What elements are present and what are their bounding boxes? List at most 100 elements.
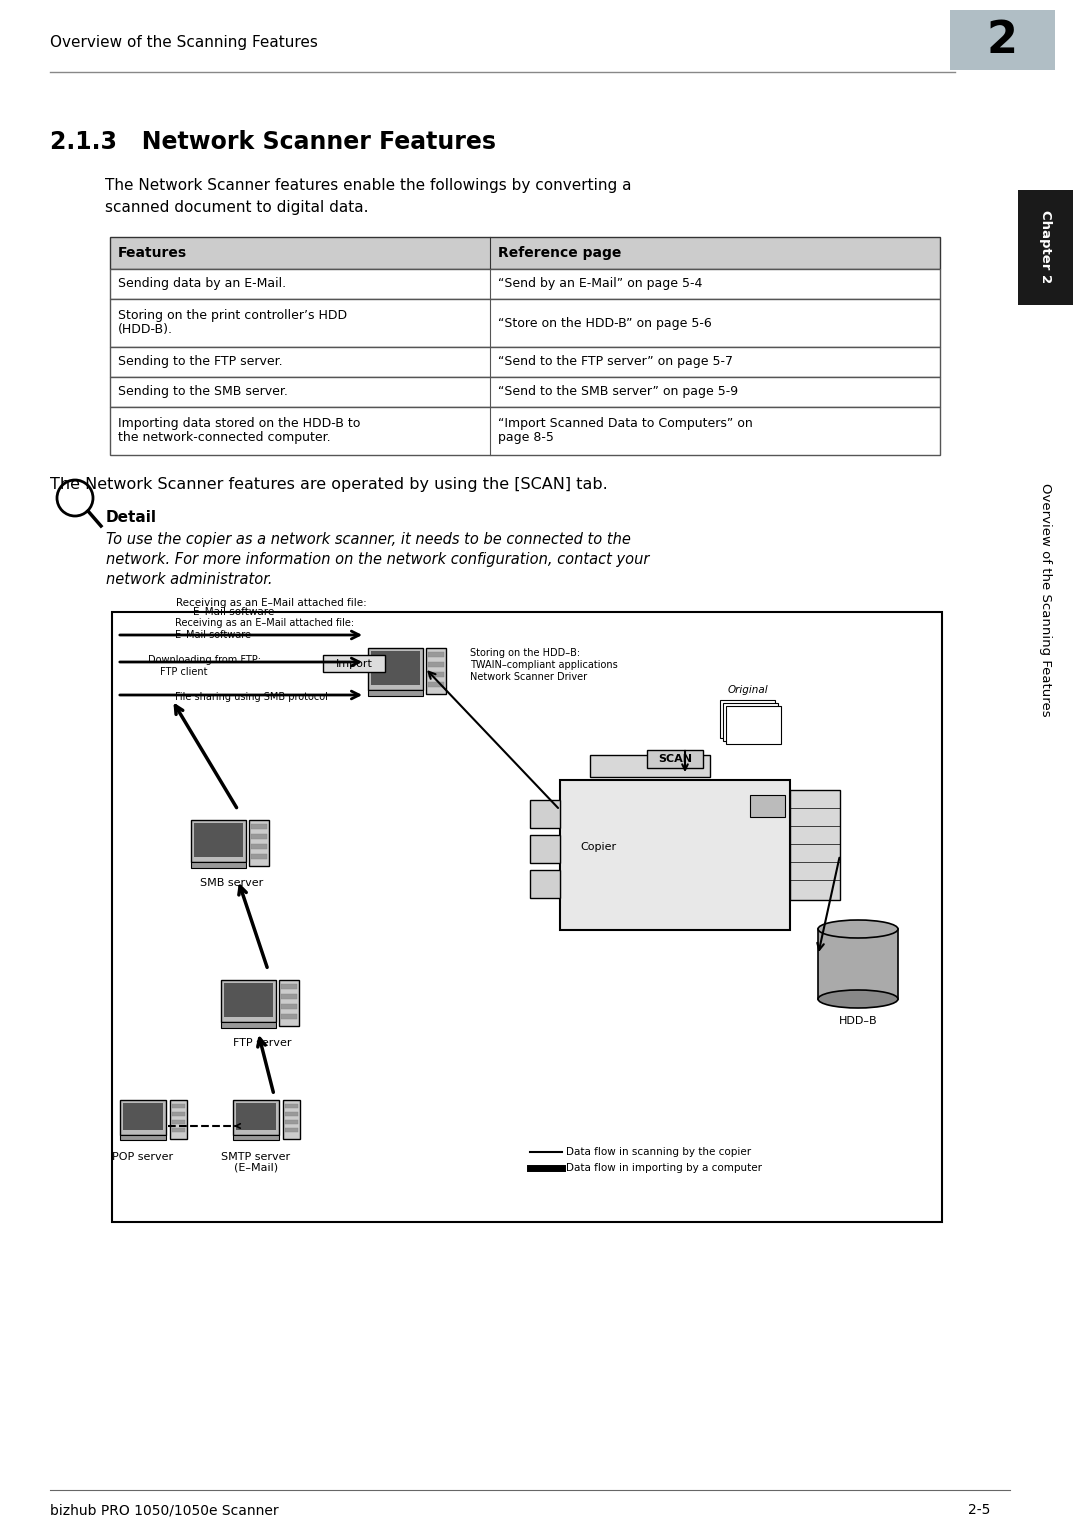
Text: “Store on the HDD-B” on page 5-6: “Store on the HDD-B” on page 5-6 [498,317,712,330]
Text: bizhub PRO 1050/1050e Scanner: bizhub PRO 1050/1050e Scanner [50,1503,279,1517]
Text: “Send by an E-Mail” on page 5-4: “Send by an E-Mail” on page 5-4 [498,277,702,291]
Bar [221,1021,276,1027]
Text: E–Mail software: E–Mail software [193,607,274,618]
Bar [172,1104,185,1109]
Text: 2.1.3   Network Scanner Features: 2.1.3 Network Scanner Features [50,130,496,154]
Bar [172,1128,185,1131]
Bar [723,703,778,742]
Bar [428,682,444,687]
Text: Chapter 2: Chapter 2 [1039,211,1052,283]
Text: The Network Scanner features enable the followings by converting a: The Network Scanner features enable the … [105,177,632,193]
Bar [224,983,273,1017]
Text: SCAN: SCAN [658,754,692,764]
Text: HDD–B: HDD–B [839,1015,877,1026]
Bar [285,1104,298,1109]
Bar [110,237,940,269]
Text: page 8-5: page 8-5 [498,431,554,445]
Text: The Network Scanner features are operated by using the [SCAN] tab.: The Network Scanner features are operate… [50,477,608,492]
Bar [530,870,561,898]
Bar [120,1099,166,1135]
Bar [368,648,423,690]
Bar [590,755,710,777]
Text: “Send to the FTP server” on page 5-7: “Send to the FTP server” on page 5-7 [498,356,733,368]
Text: Data flow in scanning by the copier: Data flow in scanning by the copier [566,1147,751,1157]
Text: To use the copier as a network scanner, it needs to be connected to the: To use the copier as a network scanner, … [106,532,631,547]
Bar [251,844,267,849]
Text: Storing on the print controller’s HDD: Storing on the print controller’s HDD [118,309,347,323]
Bar [112,612,942,1222]
Text: Original: Original [728,685,768,696]
Text: “Send to the SMB server” on page 5-9: “Send to the SMB server” on page 5-9 [498,385,738,399]
Bar [281,985,297,989]
Text: “Import Scanned Data to Computers” on: “Import Scanned Data to Computers” on [498,417,753,431]
Bar [426,648,446,694]
Text: Reference page: Reference page [498,246,621,260]
Text: SMTP server: SMTP server [221,1151,291,1162]
Bar [372,651,420,685]
Text: Receiving as an E–Mail attached file:: Receiving as an E–Mail attached file: [175,618,354,628]
Bar [251,824,267,829]
Bar [789,790,840,901]
Bar [194,823,243,856]
Ellipse shape [818,989,897,1008]
Bar [251,855,267,859]
Text: Overview of the Scanning Features: Overview of the Scanning Features [50,35,318,49]
Bar [281,1014,297,1018]
Bar [285,1112,298,1116]
Bar [368,690,423,696]
Bar [110,347,940,378]
Bar [428,662,444,667]
Bar [110,300,940,347]
Text: Storing on the HDD–B:: Storing on the HDD–B: [470,648,580,657]
Text: Import: Import [336,659,373,670]
Text: the network-connected computer.: the network-connected computer. [118,431,330,445]
Text: (E–Mail): (E–Mail) [234,1162,278,1173]
Text: (HDD-B).: (HDD-B). [118,324,173,336]
Bar [530,835,561,862]
Bar [647,751,703,768]
Text: 2: 2 [986,18,1017,63]
Bar [279,980,299,1026]
Text: scanned document to digital data.: scanned document to digital data. [105,200,368,216]
Text: Sending data by an E-Mail.: Sending data by an E-Mail. [118,277,286,291]
Bar [285,1121,298,1124]
Text: POP server: POP server [112,1151,174,1162]
Bar [281,994,297,998]
Bar [726,706,781,745]
Bar [818,930,897,998]
Bar [172,1112,185,1116]
Ellipse shape [818,920,897,937]
Bar [428,673,444,677]
Text: Network Scanner Driver: Network Scanner Driver [470,673,588,682]
Text: network administrator.: network administrator. [106,572,272,587]
Text: FTP server: FTP server [233,1038,292,1047]
Text: File sharing using SMB protocol: File sharing using SMB protocol [175,693,328,702]
Bar [251,833,267,839]
Bar [170,1099,187,1139]
Text: 2-5: 2-5 [968,1503,990,1517]
Bar [285,1128,298,1131]
Text: Overview of the Scanning Features: Overview of the Scanning Features [1039,483,1052,717]
Bar [950,11,1055,70]
Text: Receiving as an E–Mail attached file:: Receiving as an E–Mail attached file: [176,598,367,609]
Bar [110,378,940,407]
Text: Downloading from FTP:: Downloading from FTP: [148,654,261,665]
Bar [428,651,444,657]
Bar [221,980,276,1021]
Bar [172,1121,185,1124]
Text: TWAIN–compliant applications: TWAIN–compliant applications [470,661,618,670]
Bar [191,862,246,868]
Text: network. For more information on the network configuration, contact your: network. For more information on the net… [106,552,649,567]
Bar [110,407,940,456]
Bar [283,1099,300,1139]
Text: Detail: Detail [106,511,157,524]
Bar [281,1005,297,1009]
Bar [323,654,384,673]
Text: Importing data stored on the HDD-B to: Importing data stored on the HDD-B to [118,417,361,431]
Bar [120,1135,166,1141]
Bar [191,820,246,862]
Text: Copier: Copier [580,842,616,852]
Text: FTP client: FTP client [160,667,207,677]
Bar [1018,190,1074,304]
Text: Sending to the FTP server.: Sending to the FTP server. [118,356,283,368]
